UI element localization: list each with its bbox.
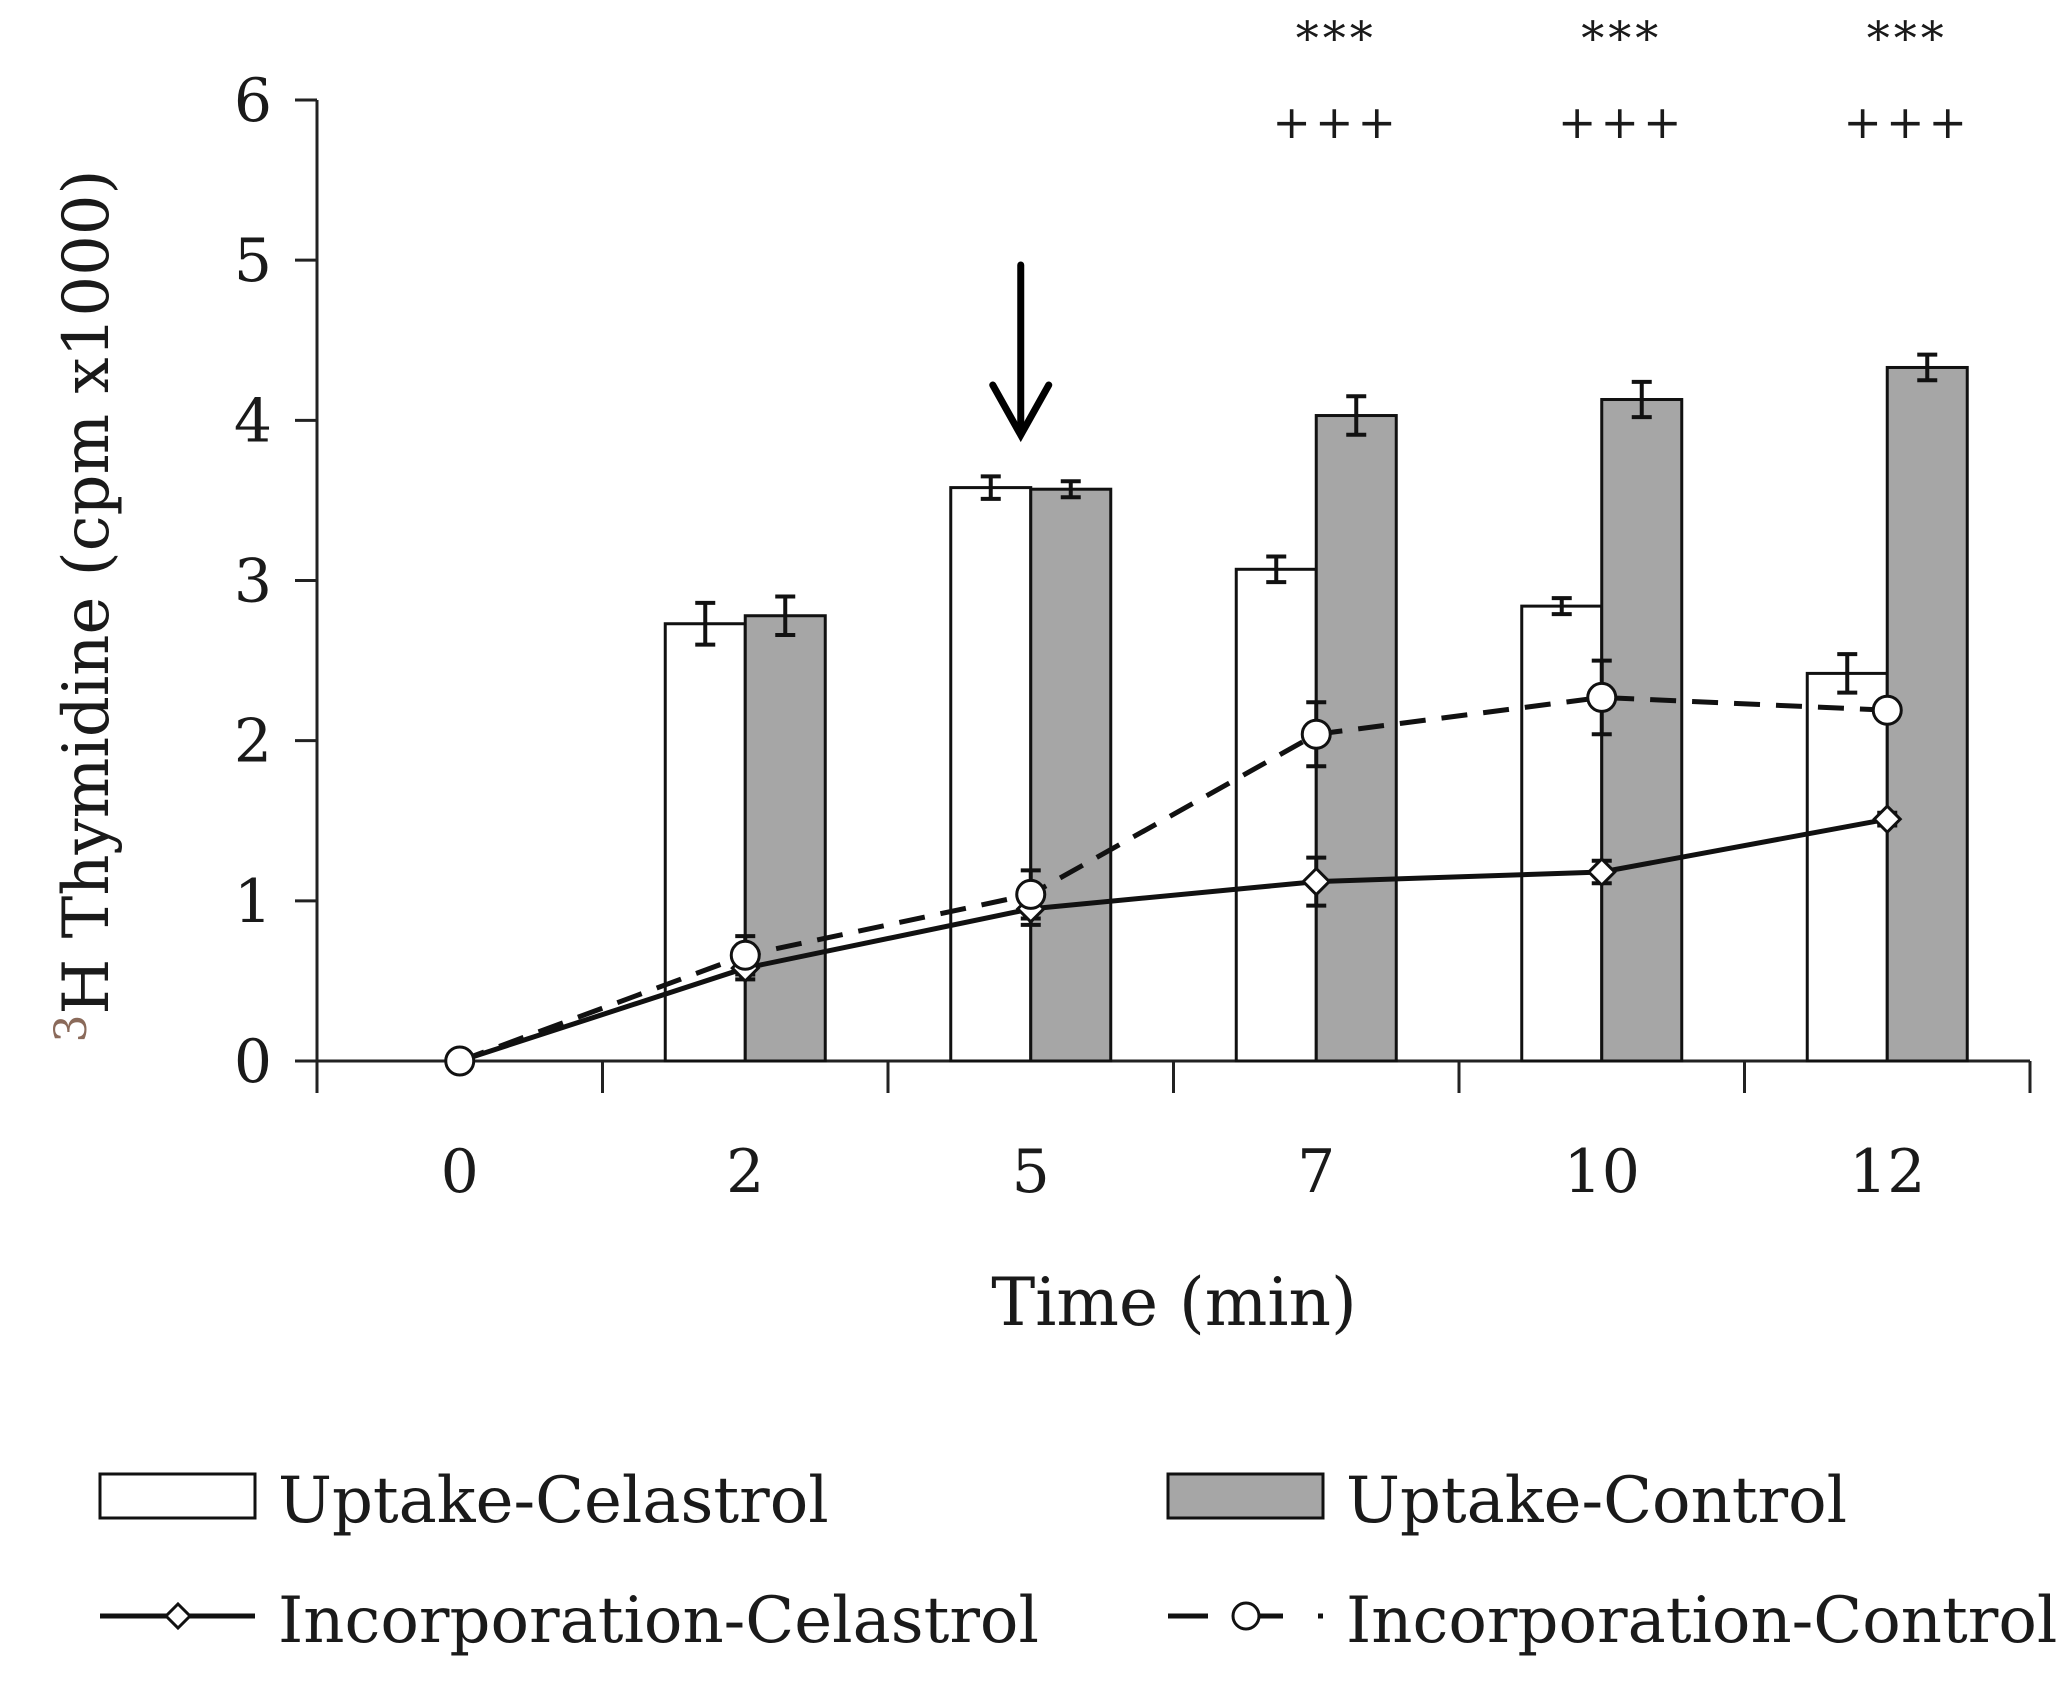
point-incorporation-celastrol-7 [1301,866,1332,897]
bar-uptake-control-5 [1029,487,1113,1063]
bar-error-uptake-celastrol-2 [695,600,716,647]
point-incorporation-control-0 [444,1045,476,1077]
sig-stars-12: *** [1867,11,1948,65]
y-axis-title-main: H Thymidine (cpm x1000) [50,170,124,1015]
x-tick-label-10: 10 [1564,1137,1640,1207]
sig-stars-10: *** [1581,11,1662,65]
y-axis-title: 3H Thymidine (cpm x1000) [46,170,124,1043]
y-tick-label-6: 6 [234,66,272,136]
legend-incorporation-celastrol-label: Incorporation-Celastrol [278,1584,1039,1658]
y-tick-label-0: 0 [234,1027,272,1097]
legend-incorporation-celastrol: Incorporation-Celastrol [100,1584,1039,1658]
point-incorporation-control-10 [1586,681,1618,713]
bar-error-uptake-celastrol-5 [980,474,1001,501]
bar-error-uptake-control-2 [775,594,796,637]
x-axis-title: Time (min) [991,1264,1356,1341]
legend-incorporation-control-swatch-marker [1231,1601,1261,1631]
point-incorporation-control-5 [1015,878,1047,910]
bar-error-uptake-control-7 [1346,394,1367,437]
legend-uptake-control-swatch [1166,1472,1325,1520]
x-tick-label-12: 12 [1849,1137,1925,1207]
bar-uptake-celastrol-7 [1234,567,1318,1063]
point-incorporation-celastrol-12 [1872,804,1903,835]
x-tick-label-2: 2 [726,1137,764,1207]
sig-plus-7: +++ [1272,95,1400,149]
y-tick-label-2: 2 [234,707,272,777]
legend-uptake-control: Uptake-Control [1166,1464,1847,1538]
bar-uptake-celastrol-10 [1520,604,1604,1063]
y-tick-label-1: 1 [234,867,272,937]
legend-incorporation-control-label: Incorporation-Control [1346,1584,2057,1658]
legend-incorporation-celastrol-swatch-marker [163,1601,193,1631]
x-tick-label-5: 5 [1012,1137,1050,1207]
y-tick-label-5: 5 [234,226,272,296]
legend-uptake-celastrol-swatch [98,1472,257,1520]
y-tick-label-3: 3 [234,547,272,617]
bar-error-uptake-control-5 [1060,479,1081,500]
bar-error-uptake-celastrol-12 [1837,652,1858,695]
bar-uptake-celastrol-5 [949,486,1033,1063]
legend-uptake-control-label: Uptake-Control [1346,1464,1847,1538]
sig-stars-7: *** [1296,11,1377,65]
y-tick-label-4: 4 [234,386,272,456]
legend-incorporation-control: Incorporation-Control [1168,1584,2057,1658]
bar-error-uptake-celastrol-10 [1551,596,1572,617]
legend-uptake-celastrol: Uptake-Celastrol [98,1464,829,1538]
sig-plus-10: +++ [1558,95,1686,149]
point-incorporation-control-7 [1300,718,1332,750]
sig-plus-12: +++ [1843,95,1971,149]
x-tick-label-0: 0 [441,1137,479,1207]
bar-error-uptake-control-12 [1917,352,1938,383]
point-incorporation-control-12 [1871,694,1903,726]
bar-uptake-control-2 [743,614,827,1063]
line-incorporation-control [458,694,1888,1064]
bar-error-uptake-celastrol-7 [1266,554,1287,585]
bar-uptake-celastrol-2 [663,622,747,1063]
point-incorporation-celastrol-10 [1586,856,1617,888]
point-incorporation-control-2 [729,939,761,971]
bar-uptake-celastrol-12 [1805,671,1889,1063]
legend-uptake-celastrol-label: Uptake-Celastrol [278,1464,829,1538]
x-tick-label-7: 7 [1297,1137,1335,1207]
y-axis-title-superscript: 3 [46,1015,97,1043]
bar-uptake-control-10 [1600,398,1684,1063]
line-incorporation-celastrol [458,816,1888,1064]
arrow-annotation [989,261,1053,443]
arrow-head [989,381,1053,443]
legend: Uptake-Celastrol Uptake-Control Incorporat… [98,1464,2057,1658]
bar-error-uptake-control-10 [1631,379,1652,420]
